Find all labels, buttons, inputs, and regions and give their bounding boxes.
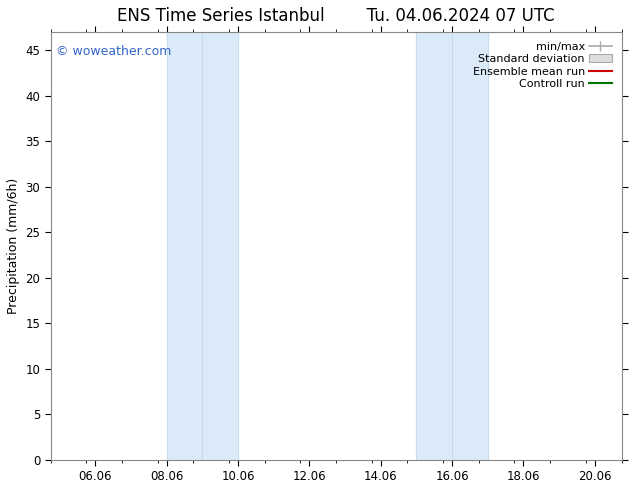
Text: © woweather.com: © woweather.com bbox=[56, 45, 172, 58]
Bar bbox=[452, 32, 488, 460]
Bar bbox=[167, 32, 202, 460]
Legend: min/max, Standard deviation, Ensemble mean run, Controll run: min/max, Standard deviation, Ensemble me… bbox=[468, 38, 616, 93]
Bar bbox=[417, 32, 452, 460]
Title: ENS Time Series Istanbul        Tu. 04.06.2024 07 UTC: ENS Time Series Istanbul Tu. 04.06.2024 … bbox=[117, 7, 555, 25]
Bar bbox=[202, 32, 238, 460]
Y-axis label: Precipitation (mm/6h): Precipitation (mm/6h) bbox=[7, 178, 20, 314]
